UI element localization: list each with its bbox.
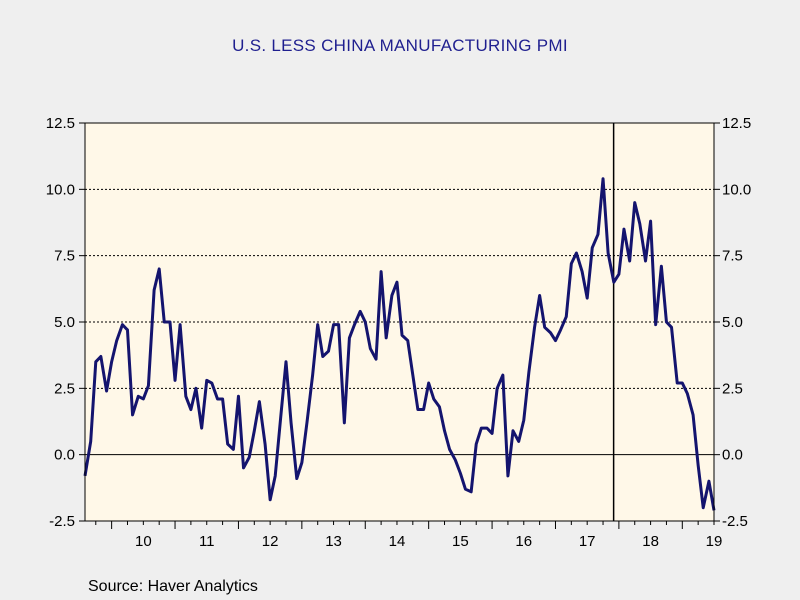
- grid-layer: [85, 188, 714, 456]
- x-tick-label: 13: [325, 533, 342, 550]
- chart-title: U.S. LESS CHINA MANUFACTURING PMI: [232, 36, 568, 55]
- y-tick-label-right: 12.5: [722, 115, 751, 132]
- y-tick-label-right: -2.5: [722, 513, 748, 530]
- y-tick-label-left: 10.0: [46, 181, 75, 198]
- x-tick-label: 17: [579, 533, 596, 550]
- series-layer: [83, 177, 716, 511]
- axis-layer: 12.5 12.5 10.0 10.0 7.5 7.5 5.0 5.0 2.5 2.5 0.0 0.0…: [46, 115, 751, 550]
- x-tick-label: 12: [262, 533, 279, 550]
- y-tick-label-left: -2.5: [49, 513, 75, 530]
- x-tick-label: 19: [706, 533, 723, 550]
- x-tick-label: 16: [515, 533, 532, 550]
- y-tick-label-right: 10.0: [722, 181, 751, 198]
- y-tick-label-right: 2.5: [722, 380, 743, 397]
- x-tick-label: 10: [135, 533, 152, 550]
- y-tick-label-left: 0.0: [54, 447, 75, 464]
- plot-frame: [84, 122, 715, 522]
- x-tick-label: 18: [642, 533, 659, 550]
- y-tick-label-left: 5.0: [54, 314, 75, 331]
- x-tick-label: 15: [452, 533, 469, 550]
- source-note: Source: Haver Analytics: [88, 578, 258, 595]
- y-tick-label-left: 7.5: [54, 248, 75, 265]
- y-tick-label-right: 5.0: [722, 314, 743, 331]
- x-tick-label: 11: [199, 533, 215, 550]
- y-tick-label-left: 12.5: [46, 115, 75, 132]
- y-tick-label-right: 7.5: [722, 248, 743, 265]
- y-tick-label-right: 0.0: [722, 447, 743, 464]
- series-line-pmi: [83, 177, 716, 511]
- x-tick-label: 14: [389, 533, 406, 550]
- y-tick-label-left: 2.5: [54, 380, 75, 397]
